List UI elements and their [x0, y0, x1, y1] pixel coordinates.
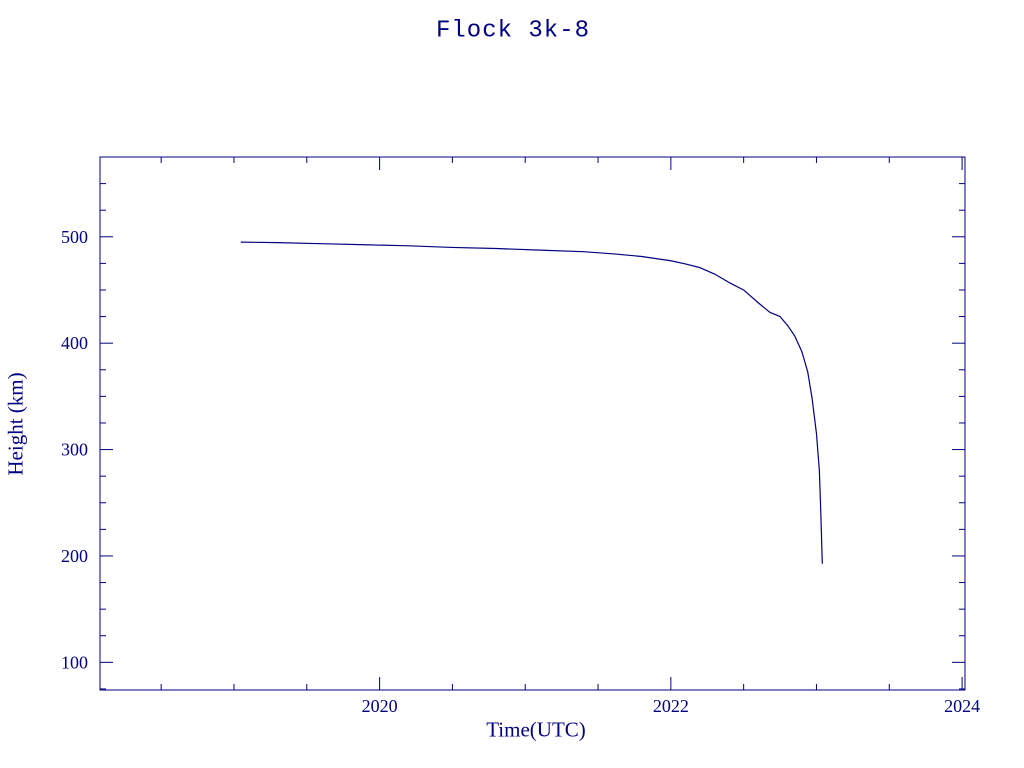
svg-text:300: 300	[61, 440, 88, 460]
svg-text:400: 400	[61, 333, 88, 353]
chart-title: Flock 3k-8	[435, 17, 591, 45]
svg-text:500: 500	[61, 227, 88, 247]
svg-text:2024: 2024	[944, 696, 980, 716]
height-series-line	[240, 241, 823, 565]
svg-text:200: 200	[61, 546, 88, 566]
svg-text:100: 100	[61, 652, 88, 672]
svg-text:2022: 2022	[653, 696, 689, 716]
svg-text:2020: 2020	[362, 696, 398, 716]
x-axis-label: Time(UTC)	[486, 717, 586, 742]
